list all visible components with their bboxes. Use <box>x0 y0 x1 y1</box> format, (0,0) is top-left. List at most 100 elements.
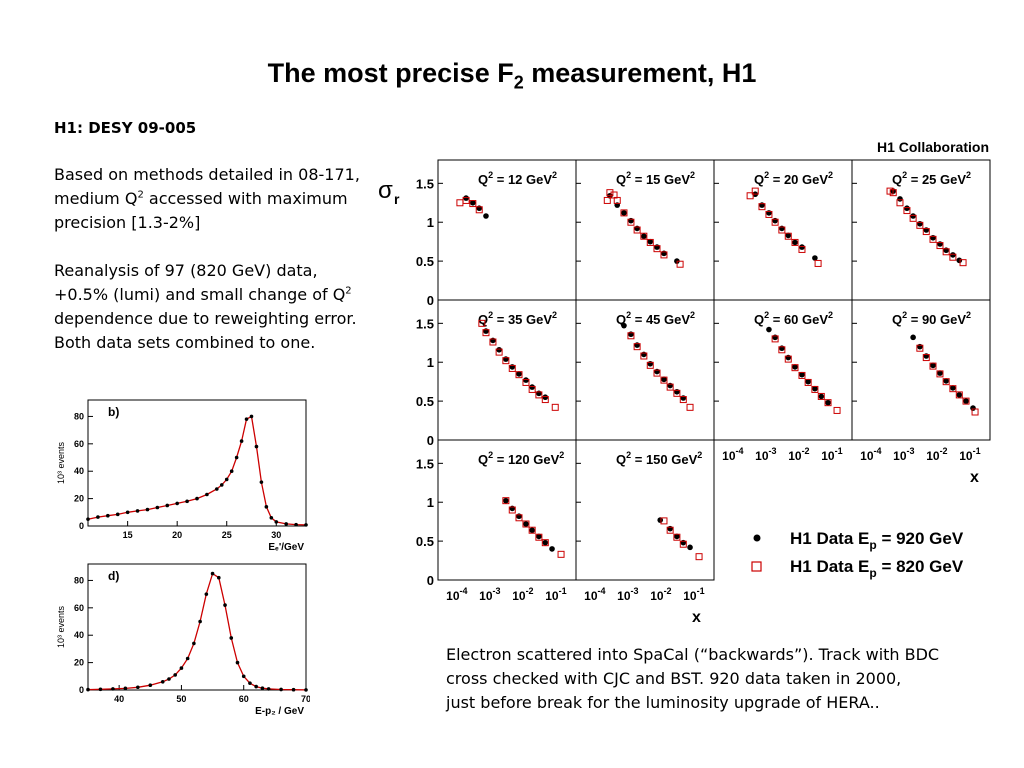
data-point-920 <box>641 233 647 240</box>
data-point-820 <box>751 187 759 195</box>
data-point-920 <box>766 326 772 333</box>
text-line: precision [1.3-2%] <box>54 213 201 232</box>
y-tick-label: 1 <box>427 355 434 370</box>
data-point-920 <box>904 205 910 212</box>
reference-label: H1: DESY 09-005 <box>54 119 197 137</box>
data-point-920 <box>772 334 778 341</box>
y-tick-label: 80 <box>74 575 84 585</box>
data-point <box>259 480 264 484</box>
data-point <box>254 684 258 689</box>
fit-curve <box>87 572 307 691</box>
data-point-920 <box>647 360 654 367</box>
data-point <box>167 677 171 681</box>
data-point-920 <box>805 378 811 385</box>
data-point-920 <box>930 362 936 369</box>
data-point-820 <box>660 251 668 259</box>
data-point-820 <box>824 399 832 407</box>
data-point-820 <box>679 396 687 404</box>
data-point-920 <box>654 368 660 375</box>
panel-frame <box>437 299 577 441</box>
panel-tag: d) <box>108 569 119 583</box>
y-tick-label: 1.5 <box>416 316 434 331</box>
data-point-920 <box>970 405 976 411</box>
data-point-820 <box>903 207 911 215</box>
data-point-820 <box>916 221 924 229</box>
x-tick-label: 20 <box>172 530 182 540</box>
energy-spectrum-plot-b: 0 20 40 60 80 15 20 25 30 b) Eₑ'/GeV 10³ events <box>56 399 308 552</box>
panel-frame <box>575 439 715 581</box>
data-point <box>294 522 298 527</box>
data-point-920 <box>661 376 667 383</box>
data-point-920 <box>667 382 673 389</box>
data-point-920 <box>785 354 792 361</box>
data-point-820 <box>515 514 523 522</box>
y-axis-symbol: σ <box>378 177 393 204</box>
data-point-820 <box>949 253 957 261</box>
data-point <box>291 687 296 692</box>
data-point-820 <box>557 550 565 558</box>
y-axis-subscript: r <box>394 191 400 207</box>
data-point-920 <box>752 191 759 198</box>
data-point-820 <box>610 191 618 199</box>
data-point-920 <box>490 337 496 344</box>
data-point-920 <box>943 247 949 254</box>
data-point <box>179 666 184 670</box>
data-point <box>155 505 160 510</box>
data-point <box>145 507 150 512</box>
plot-frame <box>87 563 307 691</box>
panel-label: Q2 = 45 GeV2 <box>616 310 695 327</box>
data-point-920 <box>628 331 634 338</box>
data-point-920 <box>463 195 469 201</box>
data-point-820 <box>489 338 497 346</box>
data-point <box>248 681 252 685</box>
data-point-920 <box>661 250 667 257</box>
data-point-920 <box>917 343 923 350</box>
data-point-920 <box>680 395 687 401</box>
data-point <box>135 509 140 513</box>
legend-marker-920 <box>753 534 761 542</box>
x-axis-label: Eₑ'/GeV <box>268 542 304 552</box>
data-point-920 <box>917 220 923 227</box>
data-point-920 <box>542 394 549 401</box>
data-point-820 <box>627 218 635 226</box>
data-point <box>205 492 209 497</box>
text-line: accessed with maximum <box>143 189 348 208</box>
data-point <box>98 687 103 692</box>
data-point-920 <box>923 227 930 233</box>
x-tick-label: 10-1 <box>821 446 842 463</box>
data-point-920 <box>779 225 785 232</box>
data-point <box>96 515 100 519</box>
x-tick-label: 10-1 <box>545 586 566 603</box>
panel-frame <box>713 159 853 301</box>
data-point-920 <box>523 377 529 383</box>
x-tick-label: 30 <box>271 530 281 540</box>
data-point-920 <box>647 238 654 245</box>
data-point-820 <box>798 245 806 253</box>
data-point-920 <box>516 513 522 520</box>
x-tick-label: 25 <box>222 530 232 540</box>
data-point-920 <box>529 527 535 534</box>
data-point-820 <box>522 520 530 528</box>
data-point-920 <box>956 257 963 264</box>
data-point-820 <box>778 226 786 234</box>
data-point-820 <box>916 344 924 352</box>
data-point-920 <box>759 202 765 208</box>
data-point-820 <box>475 206 483 214</box>
data-point <box>239 439 244 443</box>
data-point-820 <box>528 526 536 534</box>
q2-panel: Q2 = 60 GeV2 <box>713 299 853 441</box>
data-point-820 <box>673 389 681 397</box>
y-tick-label: 0 <box>79 685 84 695</box>
y-tick-label: 0 <box>79 521 84 531</box>
data-point-820 <box>462 196 470 204</box>
x-tick-label: 10-4 <box>860 446 881 463</box>
q2-panel: Q2 = 12 GeV2 <box>437 159 577 301</box>
data-point <box>195 496 199 501</box>
data-point-920 <box>542 539 549 546</box>
data-point <box>244 417 249 421</box>
data-point <box>229 636 234 640</box>
data-point-920 <box>956 392 963 398</box>
data-point-820 <box>606 189 614 197</box>
data-point <box>223 603 227 607</box>
q2-panel: Q2 = 150 GeV2 <box>575 439 715 581</box>
